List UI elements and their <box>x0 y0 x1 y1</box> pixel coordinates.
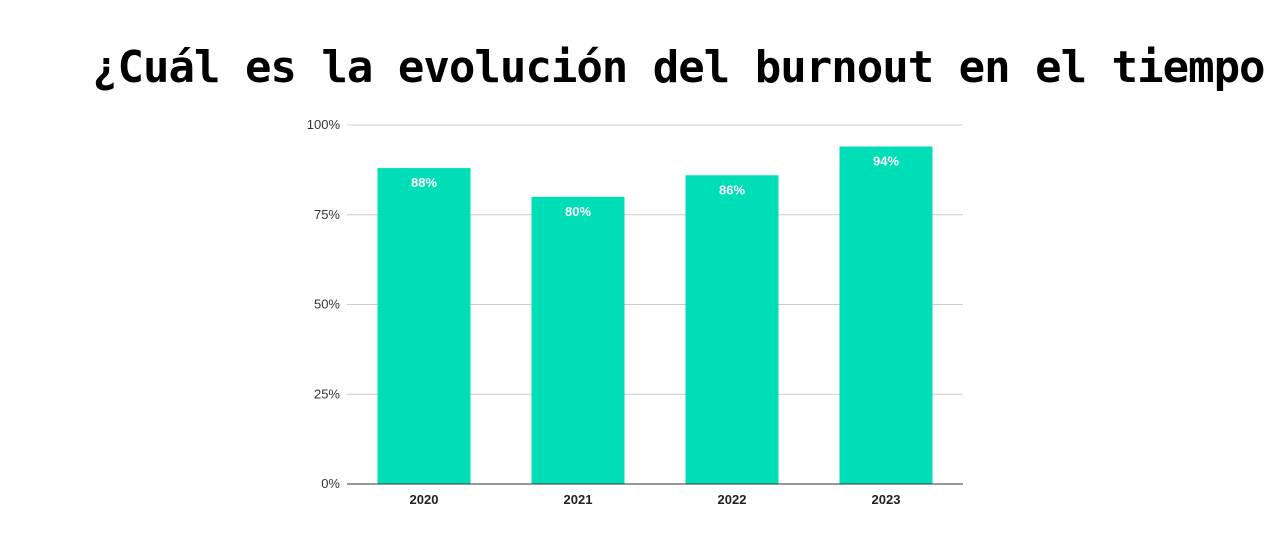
y-axis-tick-labels: 0% 25% 50% 75% 100% <box>307 117 341 491</box>
x-axis-category-labels: 2020 2021 2022 2023 <box>410 492 901 507</box>
x-category-label: 2020 <box>410 492 439 507</box>
bar-2022 <box>685 175 779 484</box>
data-label: 86% <box>719 182 745 197</box>
page-title: ¿Cuál es la evolución del burnout en el … <box>92 42 1267 93</box>
x-category-label: 2022 <box>718 492 747 507</box>
bar-2023 <box>839 146 933 485</box>
bar-2020 <box>377 168 471 484</box>
y-tick-label: 75% <box>314 207 340 222</box>
data-label: 94% <box>873 154 899 169</box>
data-label: 80% <box>565 204 591 219</box>
y-tick-label: 0% <box>321 476 340 491</box>
data-labels: 88% 80% 86% 94% <box>411 154 899 219</box>
bars <box>377 146 933 485</box>
data-label: 88% <box>411 175 437 190</box>
y-tick-label: 50% <box>314 297 340 312</box>
y-tick-label: 100% <box>307 117 341 132</box>
y-tick-label: 25% <box>314 386 340 401</box>
bar-2021 <box>531 196 625 485</box>
x-category-label: 2023 <box>872 492 901 507</box>
x-category-label: 2021 <box>564 492 593 507</box>
